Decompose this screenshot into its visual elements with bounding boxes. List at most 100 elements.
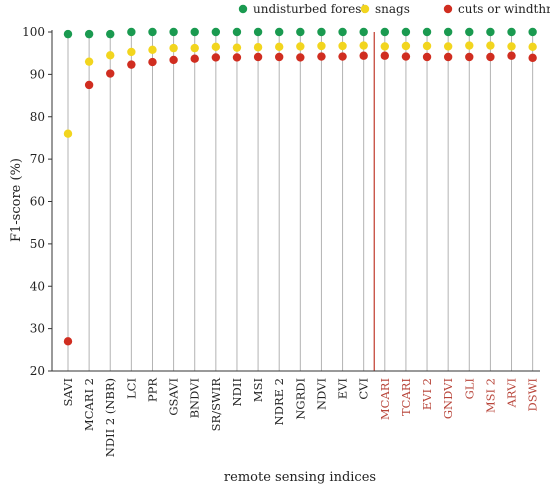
data-point [380,27,389,37]
data-point [338,27,347,37]
y-tick-label: 60 [30,195,45,209]
data-point [422,52,432,62]
data-point [359,51,368,60]
y-axis-label: F1-score (%) [9,158,24,242]
x-tick-label: MCARI 2 [82,378,96,431]
data-point [465,27,474,37]
data-point [84,80,94,90]
data-point [63,337,73,346]
legend-marker [238,4,248,14]
data-point [443,42,453,51]
data-point [465,41,474,50]
x-tick-label: CVI [357,378,371,400]
x-tick-label: MCARI [378,378,392,420]
data-point [528,42,537,52]
legend-label: undisturbed forest [253,2,366,16]
x-tick-label: NDRE 2 [272,378,286,425]
y-tick-label: 80 [30,110,45,124]
data-point [232,43,242,52]
data-point [169,55,178,65]
data-point [63,29,73,39]
y-tick-label: 40 [30,279,45,293]
data-point [317,41,326,51]
data-point [127,27,136,37]
series-snags [63,41,537,138]
data-point [338,52,347,61]
data-point [422,41,432,51]
legend-marker [360,4,370,14]
data-point [359,27,368,37]
data-point [275,52,284,62]
x-tick-label: LCI [124,378,138,399]
x-tick-label: PPR [145,378,159,402]
data-point [84,29,94,39]
data-point [507,51,516,60]
x-tick-label: GLI [462,378,476,399]
data-points [63,27,537,346]
legend: undisturbed forest snags cuts or windthrow [238,2,550,16]
data-point [486,27,495,37]
data-point [190,27,199,37]
data-point [275,42,284,52]
x-tick-label: NDII 2 (NBR) [103,378,117,457]
data-point [253,27,263,37]
data-point [106,69,115,78]
x-tick-label: BNDVI [188,378,202,418]
x-tick-label: NGRDI [293,378,307,420]
legend-marker [443,4,453,14]
series-cuts-or-windthrow [63,51,537,346]
data-point [317,52,326,61]
y-tick-label: 70 [30,152,45,166]
x-tick-label: DSWI [526,378,540,411]
x-tick-label: SR/SWIR [209,378,223,432]
data-point [422,27,432,37]
data-point [380,51,389,60]
x-tick-label: EVI 2 [420,378,434,410]
data-point [528,27,537,37]
y-axis: 20 30 40 50 60 70 80 90 100 [22,25,53,378]
legend-label: cuts or windthrow [458,2,550,16]
data-point [338,41,347,51]
data-point [401,27,411,37]
x-tick-label: SAVI [61,378,75,406]
data-point [443,52,453,62]
data-point [148,45,157,54]
x-tick-label: GNDVI [441,378,455,419]
data-point [190,43,199,53]
data-point [232,53,242,62]
x-tick-label: EVI [336,378,350,399]
gridlines [67,32,534,371]
x-tick-label: MSI [251,378,265,402]
data-point [401,41,411,51]
data-point [317,27,326,37]
data-point [507,27,516,37]
x-axis-label: remote sensing indices [224,470,376,485]
data-point [169,27,178,37]
data-point [106,29,115,39]
x-tick-label: NDII [230,378,244,406]
data-point [528,53,537,63]
data-point [232,27,242,37]
x-tick-label: MSI 2 [483,378,497,413]
data-point [401,52,411,61]
x-tick-label: TCARI [399,378,413,416]
data-point [148,27,157,37]
data-point [63,129,73,138]
data-point [465,52,474,62]
data-point [275,27,284,37]
data-point [296,27,305,37]
x-axis: SAVI MCARI 2 NDII 2 (NBR) LCI PPR GSAVI BNDVI S… [52,370,540,457]
data-point [486,52,495,62]
data-point [106,51,115,60]
data-point [211,42,221,52]
data-point [380,42,389,51]
data-point [507,42,516,51]
data-point [211,27,221,37]
data-point [296,42,305,51]
data-point [443,27,453,37]
data-point [148,57,157,67]
data-point [359,41,368,50]
data-point [253,52,263,62]
x-tick-label: NDVI [314,378,328,410]
y-tick-label: 30 [30,322,45,336]
